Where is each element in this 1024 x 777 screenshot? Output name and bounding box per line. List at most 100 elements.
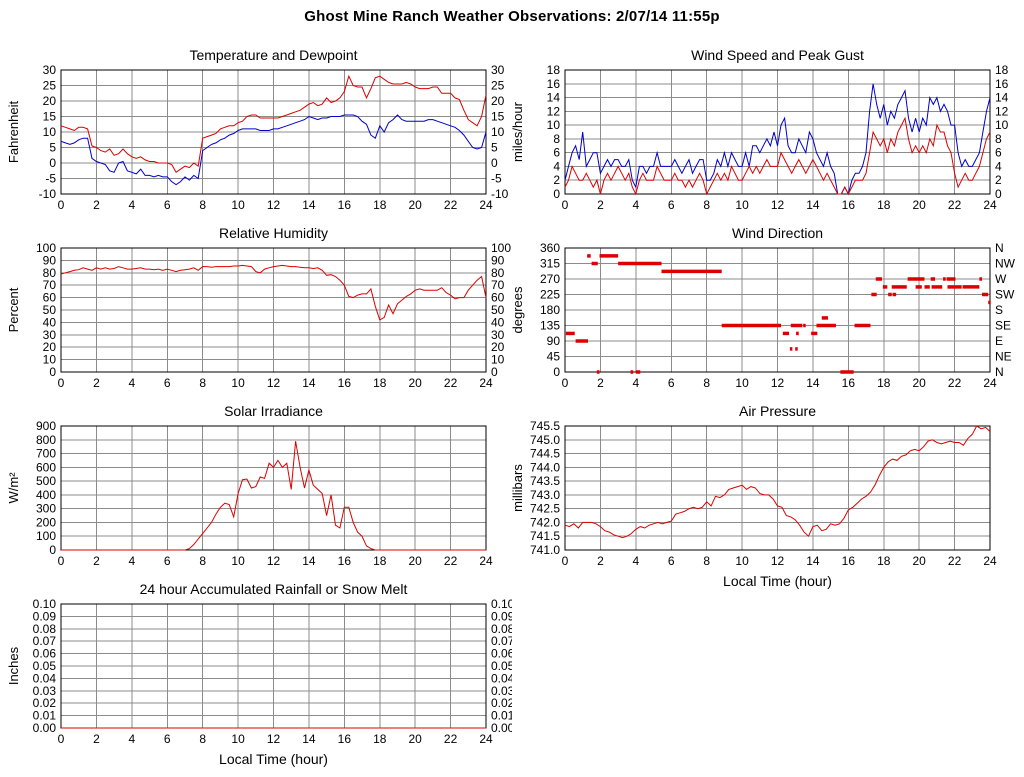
x-tick-label: 0 [562,376,569,390]
x-tick-label: 8 [703,554,710,568]
y-tick-label: 0 [49,543,56,557]
x-tick-label: 2 [597,198,604,212]
y-tick-label-right: 70 [491,278,505,292]
x-axis-label: Local Time (hour) [723,573,832,589]
y-tick-label: 4 [553,159,560,173]
y-tick-label-right: 15 [491,110,505,124]
x-tick-label: 4 [128,732,135,746]
chart-title: Solar Irradiance [224,403,323,419]
x-tick-label: 12 [267,198,281,212]
peak-gust-series-line [564,83,991,196]
y-tick-label-right: 40 [491,315,505,329]
plot-frame [564,425,991,551]
x-tick-label: 22 [948,198,962,212]
y-tick-label: -5 [45,172,56,186]
y-tick-label-right: 30 [491,328,505,342]
x-tick-label: 20 [912,376,926,390]
x-tick-label: 8 [199,198,206,212]
x-tick-label: 8 [199,554,206,568]
chart-wind-direction: Wind Direction 0 2 4 6 8 10 12 14 16 18 20 22 24 0 N 45 N… [510,218,1016,401]
y-tick-label: 70 [43,278,57,292]
y-tick-label: 14 [547,91,561,105]
x-tick-label: 14 [302,732,316,746]
y-tick-label-right: 0.02 [491,696,512,710]
y-tick-label-right: 25 [491,79,505,93]
x-tick-label: 18 [373,554,387,568]
y-tick-label-right: 0.03 [491,684,512,698]
y-axis-label: millibars [512,464,525,512]
y-tick-label: 745.5 [530,419,560,433]
x-tick-label: 8 [703,376,710,390]
x-tick-label: 18 [373,732,387,746]
y-tick-label: 18 [547,63,561,77]
x-tick-label: 16 [338,732,352,746]
x-tick-label: 6 [164,198,171,212]
chart-temperature-dewpoint: Temperature and Dewpoint 0 2 4 6 8 10 12 14 16 18 2… [6,40,512,223]
y-tick-label: 0.00 [33,721,57,735]
x-tick-label: 18 [877,198,891,212]
x-tick-label: 4 [632,376,639,390]
x-tick-label: 20 [408,732,422,746]
y-tick-label-right: 100 [491,241,511,255]
x-tick-label: 24 [983,554,997,568]
y-tick-label: 100 [36,529,56,543]
x-tick-label: 18 [877,376,891,390]
x-tick-label: 4 [128,198,135,212]
x-tick-label: 10 [231,732,245,746]
y-tick-label: 8 [553,132,560,146]
plot-frame [564,247,991,373]
x-tick-label: 0 [58,198,65,212]
y-tick-label: 40 [43,315,57,329]
chart-title: Temperature and Dewpoint [189,47,357,63]
x-tick-label: 12 [771,554,785,568]
plot-frame [60,247,487,373]
x-tick-label: 2 [93,554,100,568]
x-tick-label: 10 [735,376,749,390]
y-axis-label: Inches [8,646,21,685]
y-tick-label: 0.01 [33,709,57,723]
y-tick-label-right: 0.07 [491,634,512,648]
y-tick-label: 0 [49,365,56,379]
x-axis-label: Local Time (hour) [219,751,328,767]
y-tick-label-right: 20 [491,340,505,354]
y-tick-label-right: 80 [491,266,505,280]
x-tick-label: 6 [164,376,171,390]
y-tick-label: 800 [36,433,56,447]
y-tick-label-right: 0.04 [491,671,512,685]
y-tick-label: 0.02 [33,696,57,710]
chart-air-pressure: Air Pressure 0 2 4 6 8 10 12 14 16 18 20 22 24 741.0 74… [510,396,1016,599]
y-tick-label: 0 [553,187,560,201]
x-tick-label: 18 [373,198,387,212]
x-tick-label: 14 [806,554,820,568]
y-tick-label-right: 14 [995,91,1009,105]
compass-label: NE [995,350,1012,364]
x-tick-label: 2 [597,554,604,568]
x-tick-label: 8 [199,732,206,746]
dewpoint-series-line [60,114,487,186]
x-tick-label: 4 [128,554,135,568]
y-tick-label-right: 0.00 [491,721,512,735]
compass-label: W [995,272,1007,286]
y-tick-label: 5 [49,141,56,155]
x-tick-label: 24 [479,554,493,568]
compass-label: S [995,303,1003,317]
wind-speed-series-line [564,116,991,196]
x-tick-label: 2 [597,376,604,390]
temperature-series-line [60,74,487,174]
y-tick-label: 20 [43,340,57,354]
y-tick-label-right: 0 [491,365,498,379]
y-tick-label-right: 8 [995,132,1002,146]
chart-svg-rainfall: 24 hour Accumulated Rainfall or Snow Mel… [6,581,515,767]
y-tick-label: 742.0 [530,515,560,529]
x-tick-label: 16 [338,554,352,568]
y-tick-label-right: 0.08 [491,622,512,636]
x-tick-label: 16 [842,198,856,212]
y-tick-label: 600 [36,460,56,474]
y-tick-label-right: 0.05 [491,659,512,673]
y-tick-label: 0.09 [33,609,57,623]
x-tick-label: 22 [444,554,458,568]
